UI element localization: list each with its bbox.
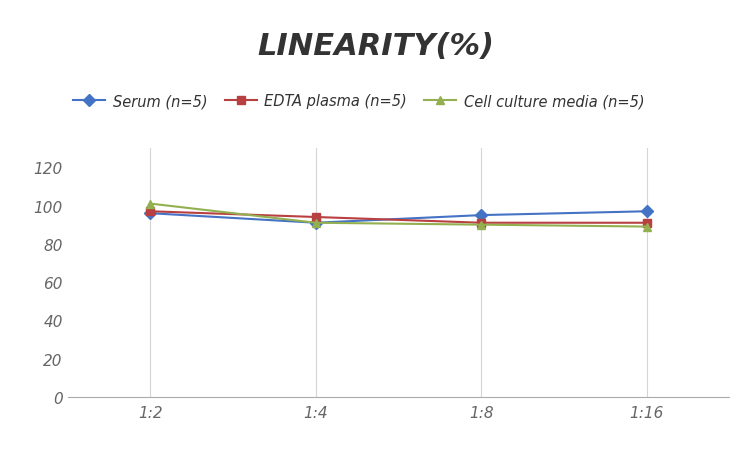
EDTA plasma (n=5) — [311, 215, 320, 220]
Serum (n=5) — [146, 211, 155, 216]
EDTA plasma (n=5) — [146, 209, 155, 215]
EDTA plasma (n=5) — [642, 221, 651, 226]
Serum (n=5) — [311, 221, 320, 226]
Line: EDTA plasma (n=5): EDTA plasma (n=5) — [146, 207, 651, 227]
Cell culture media (n=5) — [146, 202, 155, 207]
Line: Serum (n=5): Serum (n=5) — [146, 207, 651, 227]
Cell culture media (n=5) — [477, 222, 486, 228]
Cell culture media (n=5) — [642, 224, 651, 230]
Legend: Serum (n=5), EDTA plasma (n=5), Cell culture media (n=5): Serum (n=5), EDTA plasma (n=5), Cell cul… — [68, 88, 650, 115]
Serum (n=5) — [642, 209, 651, 215]
EDTA plasma (n=5) — [477, 221, 486, 226]
Serum (n=5) — [477, 213, 486, 218]
Cell culture media (n=5) — [311, 221, 320, 226]
Line: Cell culture media (n=5): Cell culture media (n=5) — [146, 200, 651, 231]
Text: LINEARITY(%): LINEARITY(%) — [257, 32, 495, 60]
